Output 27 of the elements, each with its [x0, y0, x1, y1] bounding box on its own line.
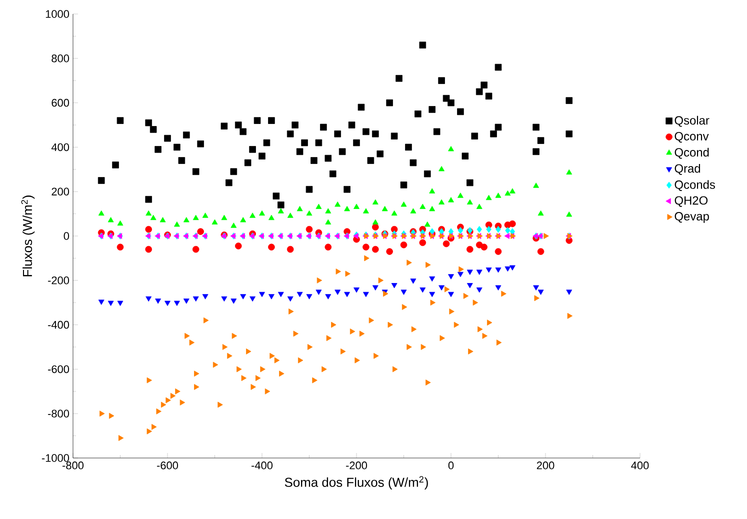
x-axis-title: Soma dos Fluxos (W/m$^{2}$) — [284, 476, 428, 490]
x-tick-label: -600 — [157, 462, 178, 470]
legend-label: QH2O — [674, 196, 708, 207]
x-tick-label: 400 — [631, 462, 649, 470]
legend-label: Qconv — [674, 132, 709, 143]
x-tick-label: 200 — [536, 462, 554, 470]
legend-label: Qconds — [674, 180, 716, 192]
y-tick-label: -800 — [48, 410, 70, 418]
x-tick-label: -800 — [62, 462, 84, 470]
y-tick-label: -600 — [48, 365, 70, 374]
y-tick-label: 800 — [52, 54, 70, 62]
y-tick-label: -1000 — [42, 454, 70, 462]
x-tick-label: -400 — [252, 462, 273, 470]
legend-label: Qcond — [674, 148, 709, 159]
y-tick-label: 600 — [52, 98, 70, 107]
y-tick-label: -400 — [48, 320, 70, 329]
y-tick-label: -200 — [48, 276, 70, 284]
y-tick-label: 400 — [51, 143, 70, 152]
legend-label: Qevap — [674, 212, 709, 223]
legend-label: Qsolar — [674, 116, 710, 127]
y-tick-label: 200 — [52, 188, 70, 196]
y-tick-label: 1000 — [46, 10, 70, 18]
y-tick-label: 0 — [64, 232, 70, 240]
x-tick-label: -200 — [346, 462, 368, 470]
x-tick-label: 0 — [448, 462, 454, 470]
y-axis-title: Fluxos (W/m$^{2}$) — [21, 196, 35, 276]
legend-label: Qrad — [674, 164, 700, 175]
